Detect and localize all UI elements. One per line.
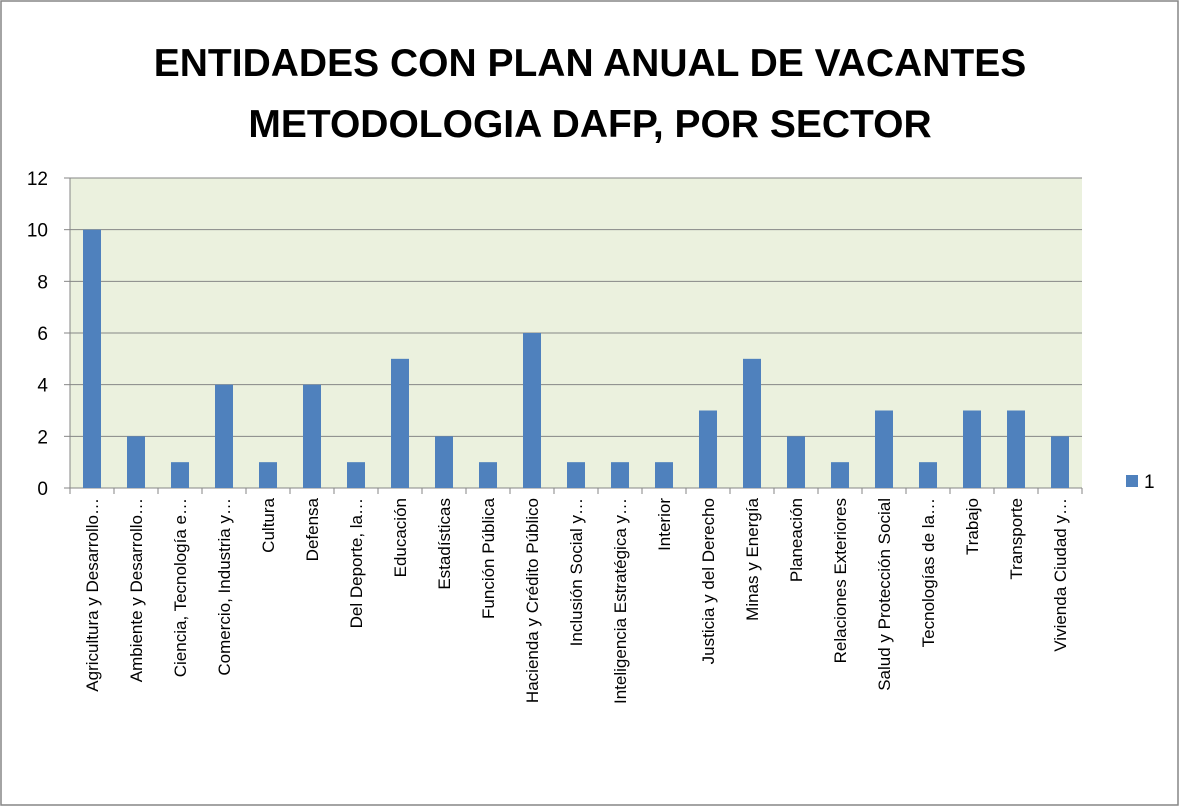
bar (171, 462, 189, 488)
bar (787, 436, 805, 488)
bar (523, 333, 541, 488)
x-tick-label: Salud y Protección Social (875, 498, 894, 691)
x-tick-label: Agricultura y Desarrollo… (83, 498, 102, 692)
x-tick-label: Función Pública (479, 497, 498, 619)
x-tick-label: Inteligencia Estratégica y… (611, 498, 630, 704)
bar (391, 358, 409, 488)
bar (875, 410, 893, 488)
bar (655, 462, 673, 488)
bar (215, 384, 233, 488)
bar (83, 229, 101, 488)
bar (611, 462, 629, 488)
x-tick-label: Estadísticas (435, 498, 454, 590)
bar (831, 462, 849, 488)
legend-swatch (1126, 475, 1138, 487)
x-tick-label: Interior (655, 498, 674, 551)
x-tick-label: Tecnologías de la… (919, 498, 938, 647)
chart-title: ENTIDADES CON PLAN ANUAL DE VACANTES (154, 42, 1027, 85)
bar (259, 462, 277, 488)
bar (347, 462, 365, 488)
bar (963, 410, 981, 488)
x-tick-label: Planeación (787, 498, 806, 582)
x-tick-label: Hacienda y Crédito Público (523, 498, 542, 703)
y-tick-label: 6 (37, 324, 48, 345)
y-tick-label: 0 (37, 479, 48, 500)
x-tick-label: Cultura (259, 497, 278, 552)
x-tick-label: Justicia y del Derecho (699, 498, 718, 664)
bar (127, 436, 145, 488)
bar (567, 462, 585, 488)
x-tick-label: Ambiente y Desarrollo… (127, 498, 146, 682)
x-tick-label: Trabajo (963, 498, 982, 555)
y-tick-label: 4 (37, 376, 48, 397)
bar (435, 436, 453, 488)
y-tick-label: 2 (37, 427, 48, 448)
legend-label: 1 (1144, 472, 1155, 493)
x-tick-label: Educación (391, 498, 410, 577)
x-tick-label: Ciencia, Tecnología e… (171, 498, 190, 677)
bar (479, 462, 497, 488)
x-tick-label: Inclusión Social y… (567, 498, 586, 646)
bar (919, 462, 937, 488)
y-tick-label: 12 (27, 169, 48, 190)
bar (303, 384, 321, 488)
y-tick-label: 10 (27, 221, 48, 242)
bar (743, 358, 761, 488)
x-tick-label: Relaciones Exteriores (831, 498, 850, 663)
x-tick-label: Transporte (1007, 498, 1026, 580)
chart-title: METODOLOGIA DAFP, POR SECTOR (248, 103, 931, 146)
bar (699, 410, 717, 488)
x-tick-label: Del Deporte, la… (347, 498, 366, 628)
x-tick-label: Comercio, Industria y… (215, 498, 234, 676)
x-tick-label: Vivienda Ciudad y… (1051, 498, 1070, 652)
x-tick-label: Defensa (303, 497, 322, 561)
y-tick-label: 8 (37, 272, 48, 293)
x-tick-label: Minas y Energía (743, 497, 762, 620)
bar (1051, 436, 1069, 488)
bar (1007, 410, 1025, 488)
